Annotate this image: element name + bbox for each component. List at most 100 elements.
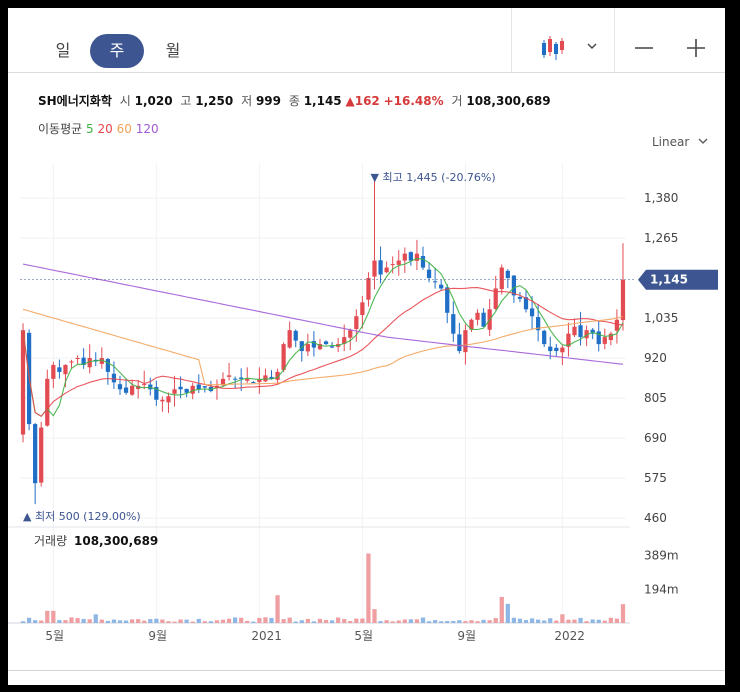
volume-bar (505, 603, 510, 623)
candle-body (408, 252, 413, 261)
minus-icon (635, 47, 653, 49)
y-tick-label: 690 (644, 431, 667, 445)
volume-bar (608, 617, 613, 623)
tab-weekly[interactable]: 주 (90, 34, 144, 68)
chevron-down-icon (587, 43, 597, 49)
candle-body (384, 267, 389, 273)
candle-body (20, 330, 26, 435)
ma-20: 20 (97, 122, 113, 136)
volume-bar (39, 620, 44, 623)
ma-5-line (22, 257, 624, 418)
plus-icon (687, 39, 705, 57)
candle-body (99, 358, 104, 364)
volume-bar (342, 619, 347, 623)
candle-body (445, 287, 450, 313)
volume-bar (123, 620, 129, 623)
candle-body (402, 253, 407, 261)
volume-bar (287, 617, 292, 623)
candle-body (608, 333, 613, 341)
volume-bar (117, 620, 123, 623)
volume-bar (614, 618, 620, 623)
toolbar-divider (614, 8, 615, 72)
candle-body (117, 384, 123, 390)
volume-bar (105, 620, 110, 623)
y-tick-label: 1,035 (644, 311, 678, 325)
volume-bar (329, 620, 335, 623)
volume-bar (348, 620, 353, 623)
chart-type-dropdown[interactable] (518, 28, 608, 68)
y-tick-label: 1,380 (644, 191, 678, 205)
zoom-in-button[interactable] (678, 34, 714, 64)
candle-body (396, 260, 401, 265)
volume-bar (366, 553, 371, 623)
moving-average-legend[interactable]: 이동평균 5 20 60 120 (38, 120, 159, 137)
candle-body (299, 341, 304, 352)
volume-bar (420, 617, 426, 623)
volume-bar (299, 620, 304, 623)
volume-bar (75, 618, 80, 623)
volume-bar (57, 620, 62, 623)
chart-toolbar: 일 주 월 (8, 8, 725, 73)
candle-body (269, 376, 274, 379)
volume-title: 거래량 (34, 534, 67, 548)
scale-dropdown[interactable]: Linear (652, 135, 709, 149)
candle-body (342, 337, 347, 344)
volume-bar (584, 621, 589, 623)
volume-bar (493, 618, 498, 623)
candle-body (360, 302, 365, 316)
ma-120-line (22, 263, 624, 365)
volume-bar (560, 614, 565, 623)
candle-body (542, 330, 547, 345)
chart-panel: { "toolbar": { "periods": ["일", "주", "월"… (8, 8, 725, 685)
candle-body (463, 330, 468, 353)
ma-60-line (22, 308, 624, 386)
candle-body (432, 281, 438, 283)
y-tick-label: 1,265 (644, 231, 678, 245)
volume-bar (590, 619, 595, 623)
tab-monthly[interactable]: 월 (165, 41, 181, 60)
volume-bar (93, 614, 98, 623)
volume-bar (26, 617, 32, 623)
volume-bar (499, 596, 504, 623)
volume-bar (469, 620, 474, 623)
current-price-value: 1,145 (650, 273, 688, 287)
zoom-out-button[interactable] (626, 34, 662, 64)
candle-body (81, 357, 86, 365)
volume-bar (245, 620, 250, 623)
candle-body (311, 341, 317, 348)
volume-bar (275, 595, 280, 623)
volume-bar (63, 620, 68, 623)
volume-bar (517, 618, 523, 623)
volume-bar (166, 621, 171, 623)
volume-bar (33, 620, 38, 623)
volume-bar (45, 610, 50, 623)
min-price-label: ▲ 최저 500 (129.00%) (23, 510, 141, 523)
candle-body (305, 344, 310, 352)
x-tick-label: 9월 (148, 629, 167, 643)
volume-bar (354, 618, 359, 623)
candle-body (111, 373, 117, 383)
tab-daily[interactable]: 일 (55, 41, 71, 60)
candle-body (354, 316, 359, 330)
candle-body (536, 317, 541, 331)
candle-body (220, 378, 226, 386)
candle-body (57, 367, 62, 372)
candle-body (178, 386, 183, 390)
candle-body (596, 331, 601, 345)
candle-body (481, 312, 486, 327)
volume-bar (384, 620, 389, 623)
candle-body (123, 387, 129, 393)
volume-bar (529, 618, 535, 623)
candle-body (245, 378, 250, 381)
candle-body (475, 312, 480, 320)
candle-body (529, 308, 535, 317)
candle-body (620, 279, 626, 321)
candle-body (226, 375, 232, 377)
x-tick-label: 9월 (457, 629, 476, 643)
candle-body (317, 344, 323, 350)
volume-bar (396, 620, 401, 623)
volume-bar (196, 618, 201, 623)
volume-bar (214, 620, 220, 623)
candle-body (190, 385, 195, 394)
